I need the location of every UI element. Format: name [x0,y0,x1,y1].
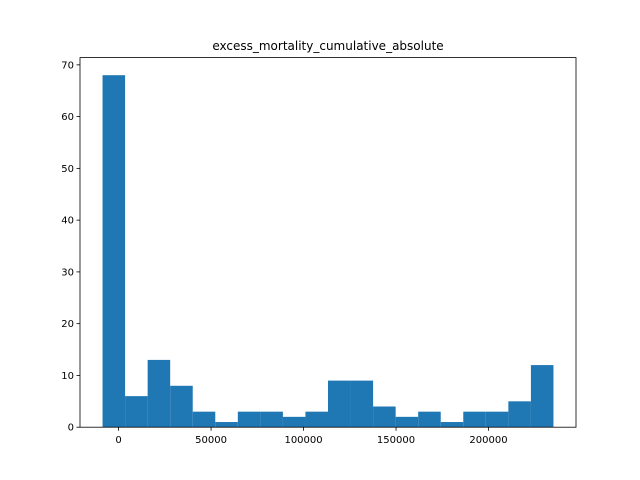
bar [192,411,216,428]
bar [328,380,351,428]
bar [102,75,126,428]
y-tick-label: 30 [61,267,74,278]
bar [418,411,441,428]
y-tick-label: 70 [61,60,74,71]
x-tick-label: 200000 [469,435,507,446]
bar [215,422,238,428]
bar [170,385,193,428]
x-tick-label: 150000 [377,435,415,446]
bar [440,422,464,428]
bar [125,396,148,428]
bar [485,411,509,428]
bar [282,416,306,428]
y-tick-label: 0 [68,423,74,434]
chart-title: excess_mortality_cumulative_absolute [212,39,443,53]
bar [463,411,486,428]
y-tick-label: 10 [61,371,74,382]
y-tick-label: 20 [61,319,74,330]
y-tick-label: 60 [61,112,74,123]
y-tick-label: 40 [61,216,74,227]
x-tick-label: 50000 [195,435,227,446]
bar [508,401,531,428]
x-tick-label: 0 [115,435,121,446]
bar [350,380,374,428]
bar [237,411,261,428]
y-tick-label: 50 [61,164,74,175]
bar [260,411,283,428]
bar [530,365,554,428]
bar [305,411,328,428]
axes-frame [79,57,577,428]
x-tick-label: 100000 [284,435,322,446]
bar [395,416,419,428]
bar [373,406,396,428]
bar [147,359,171,428]
